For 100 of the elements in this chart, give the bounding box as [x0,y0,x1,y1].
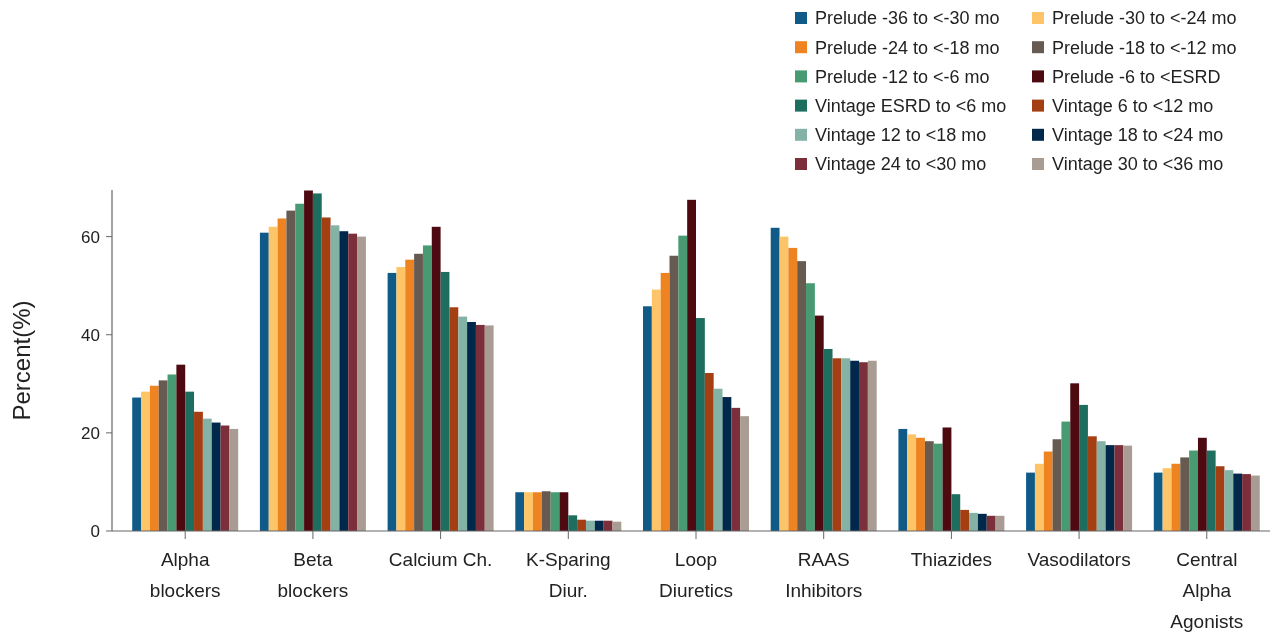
bar [731,407,741,531]
bar [643,306,652,531]
bar [740,416,749,531]
bar [414,253,423,531]
y-tick-label: 20 [81,423,100,443]
bar [484,325,494,531]
bar [515,492,525,531]
bar [132,397,142,531]
bar [1250,475,1260,531]
bar [1079,404,1088,531]
bar [295,203,305,531]
bar [194,411,203,531]
bar [304,190,313,531]
bar [867,360,877,531]
legend-label: Prelude -30 to <-24 mo [1052,8,1237,29]
bar [806,283,815,531]
bar [1153,472,1163,531]
bar [541,491,551,531]
bar [924,441,934,531]
bar [1206,450,1216,531]
bar [176,364,186,531]
bar [348,233,358,531]
bar [405,259,415,531]
bar [229,428,239,531]
bar [850,360,860,531]
y-axis-title: Percent(%) [8,300,35,421]
bar [211,422,221,531]
bar [951,494,961,531]
legend-label: Prelude -24 to <-18 mo [815,37,1000,58]
legend-label: Vintage 6 to <12 mo [1052,95,1214,116]
bar [797,261,807,531]
bar [933,443,943,531]
bar [770,227,780,531]
x-tick-label: Calcium Ch. [388,549,493,570]
bar [898,428,908,531]
bar [321,217,331,531]
bar [823,348,833,531]
bar [669,255,679,531]
bar [286,210,296,531]
bar [312,193,322,531]
legend-label: Vintage 12 to <18 mo [815,125,987,146]
bar [268,226,278,531]
x-tick-label: K-Sparing Diur. [526,549,611,601]
bar [568,515,578,531]
legend-label: Vintage 24 to <30 mo [815,154,987,175]
bar [687,199,696,531]
bar [259,232,269,531]
x-tick-label: Vasodilators [1027,549,1131,570]
y-tick-label: 0 [90,521,100,541]
bar [449,307,459,531]
bar [202,418,212,531]
bar [1189,450,1198,531]
bar [387,272,397,531]
y-tick-label: 40 [81,325,100,345]
bar [1096,441,1106,531]
bar [1171,463,1181,531]
bar [907,434,917,531]
legend-label: Prelude -12 to <-6 mo [815,66,990,87]
bar [660,272,670,531]
x-tick-label: Beta blockers [277,549,349,601]
bar [1233,473,1243,531]
bar [422,245,432,531]
bar [532,492,542,531]
bar [1114,445,1124,531]
bar [357,236,366,531]
bar [1070,383,1080,531]
bar [942,427,952,531]
bar [440,271,450,531]
legend-label: Prelude -18 to <-12 mo [1052,37,1237,58]
bar [1026,472,1035,531]
legend-label: Vintage 18 to <24 mo [1052,125,1224,146]
bar [475,324,485,531]
bar [330,225,340,531]
bar [859,362,868,531]
x-tick-label: Alpha blockers [149,549,221,601]
bar [458,316,468,531]
legend-label: Prelude -6 to <ESRD [1052,66,1221,87]
y-tick-label: 60 [81,227,100,247]
bar [158,380,168,531]
bar [986,515,996,531]
bar [559,492,569,531]
bar [713,388,723,531]
bar [696,318,705,531]
bar [1061,421,1071,531]
bar [704,373,714,531]
bar [722,397,732,531]
x-tick-label: Loop Diuretics [659,549,733,601]
bar [1087,436,1097,531]
bar [467,321,476,531]
bar [577,519,586,531]
bar [814,315,824,531]
legend-label: Vintage 30 to <36 mo [1052,154,1224,175]
bar [1180,457,1190,531]
bar [524,492,533,531]
bar [1242,474,1251,531]
x-tick-label: Thiazides [910,549,993,570]
bar [1034,463,1044,531]
legend-label: Vintage ESRD to <6 mo [815,95,1007,116]
bar [969,512,978,531]
bar [1224,470,1234,531]
